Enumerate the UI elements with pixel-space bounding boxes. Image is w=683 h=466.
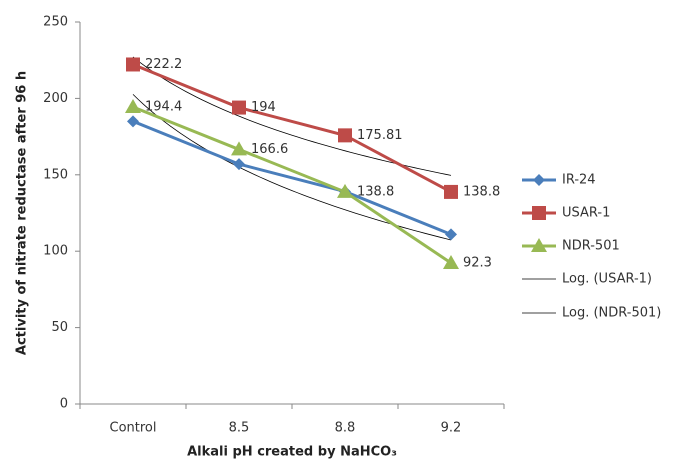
data-label: 175.81 [357,128,403,143]
y-axis-title: Activity of nitrate reductase after 96 h [15,71,30,355]
legend-label: USAR-1 [562,206,610,221]
x-tick-label: Control [110,421,157,436]
series-line [132,119,452,236]
data-label: 222.2 [145,57,182,72]
marker [533,174,545,186]
marker [531,238,547,252]
y-tick-label: 200 [43,91,68,106]
x-axis-title: Alkali pH created by NaHCO₃ [187,445,397,460]
series-line [132,105,452,265]
marker [338,128,352,143]
data-label: 138.8 [357,184,394,199]
data-label: 92.3 [463,255,492,270]
marker [232,100,246,115]
marker [337,183,353,198]
data-label: 194.4 [145,99,182,114]
marker [125,98,141,113]
marker [532,206,546,220]
data-label: 166.6 [251,142,288,157]
marker [444,184,458,199]
legend-label: Log. (USAR-1) [562,272,652,287]
x-tick-label: 8.5 [229,421,250,436]
x-tick-label: 9.2 [441,421,462,436]
marker [443,254,459,269]
data-label: 138.8 [463,184,500,199]
x-tick-label: 8.8 [335,421,356,436]
legend-label: IR-24 [562,173,596,188]
marker [127,115,139,128]
trendline [132,56,452,176]
y-tick-label: 100 [43,244,68,259]
legend-label: Log. (NDR-501) [562,306,661,321]
y-tick-label: 250 [43,15,68,30]
marker [233,158,245,171]
data-label: 194 [251,100,276,115]
series-line [132,63,452,194]
marker [445,228,457,241]
y-tick-label: 0 [60,397,68,412]
y-tick-label: 150 [43,167,68,182]
legend-label: NDR-501 [562,239,620,254]
marker [231,141,247,156]
y-tick-label: 50 [51,320,68,335]
marker [126,57,140,72]
